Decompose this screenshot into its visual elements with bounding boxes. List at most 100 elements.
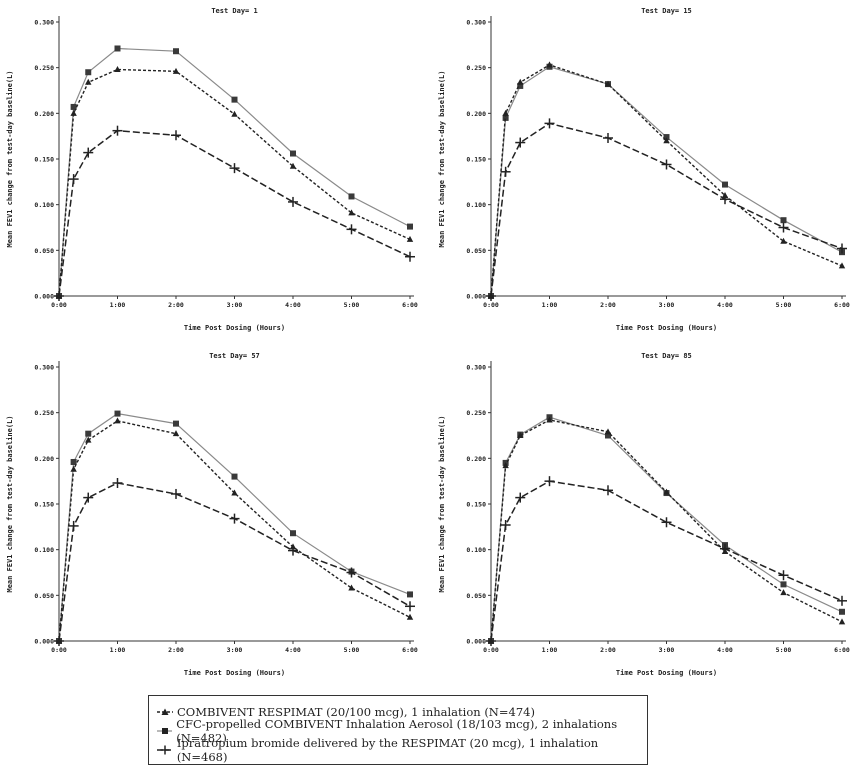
data-point: [486, 291, 496, 301]
legend-item-cfc-combivent: CFC-propelled COMBIVENT Inhalation Aeros…: [157, 717, 647, 745]
data-point: [231, 489, 238, 496]
y-tick-label: 0.100: [466, 201, 486, 209]
chart-panel-3: 0.000 0.050 0.100 0.150 0.200 0.250 0.300 0:00 1…: [6, 352, 418, 677]
series-cfc-combivent: [488, 414, 845, 644]
y-tick-label: 0.100: [466, 546, 486, 554]
data-point: [663, 137, 670, 144]
data-point: [838, 618, 846, 625]
series-cfc-combivent: [56, 410, 413, 644]
data-point: [231, 473, 238, 480]
x-tick-label: 1:00: [542, 301, 558, 309]
data-point: [83, 147, 94, 158]
y-tick-label: 0.150: [34, 501, 54, 509]
data-point: [663, 134, 670, 141]
data-point: [838, 262, 846, 269]
data-point: [114, 65, 121, 72]
series-line: [58, 68, 411, 297]
y-tick-label: 0.250: [466, 409, 486, 417]
data-point: [348, 584, 355, 591]
x-tick-label: 1:00: [542, 646, 558, 654]
legend: COMBIVENT RESPIMAT (20/100 mcg), 1 inhal…: [148, 695, 648, 765]
data-point: [778, 222, 789, 233]
data-point: [112, 477, 123, 488]
data-point: [780, 589, 787, 596]
data-point: [500, 166, 511, 177]
data-point: [173, 420, 179, 427]
x-tick-label: 4:00: [285, 646, 301, 654]
x-tick-label: 3:00: [659, 301, 675, 309]
y-tick-label: 0.250: [34, 409, 54, 417]
series-line: [490, 122, 843, 297]
series-cfc-combivent: [488, 63, 845, 299]
data-point: [83, 492, 94, 503]
data-point: [171, 130, 181, 141]
data-point: [546, 61, 553, 68]
legend-label: CFC-propelled COMBIVENT Inhalation Aeros…: [176, 717, 618, 745]
data-point: [85, 78, 92, 85]
data-point: [544, 476, 555, 487]
x-tick-label: 3:00: [227, 301, 243, 309]
data-point: [68, 174, 79, 185]
data-point: [720, 194, 730, 205]
x-tick-label: 0:00: [51, 646, 67, 654]
data-point: [839, 608, 845, 615]
x-tick-label: 1:00: [110, 301, 126, 309]
data-point: [517, 78, 524, 85]
x-tick-label: 2:00: [600, 301, 616, 309]
data-point: [68, 520, 79, 531]
data-point: [515, 137, 526, 148]
data-point: [603, 485, 613, 496]
data-point: [114, 45, 121, 52]
series-ipratropium: [54, 125, 415, 301]
y-tick-label: 0.100: [34, 546, 54, 554]
data-point: [603, 132, 613, 143]
y-axis-label: Mean FEV1 change from test-day baseline(…: [6, 70, 14, 247]
y-tick-label: 0.250: [34, 64, 54, 72]
data-point: [54, 636, 64, 646]
y-tick-label: 0.050: [34, 592, 54, 600]
series-combivent-respimat: [487, 416, 846, 644]
y-tick-label: 0.150: [466, 156, 486, 164]
data-point: [70, 458, 77, 465]
chart-panel-1: 0.000 0.050 0.100 0.150 0.200 0.250 0.300 0:00 1…: [6, 7, 418, 332]
x-tick-label: 3:00: [659, 646, 675, 654]
x-tick-label: 5:00: [776, 646, 792, 654]
series-line: [58, 420, 411, 642]
data-point: [780, 217, 787, 224]
x-tick-label: 2:00: [168, 646, 184, 654]
x-tick-label: 6:00: [402, 646, 418, 654]
x-tick-label: 4:00: [717, 301, 733, 309]
y-tick-label: 0.150: [34, 156, 54, 164]
x-tick-label: 3:00: [227, 646, 243, 654]
data-point: [837, 595, 847, 606]
y-tick-label: 0.200: [34, 455, 54, 463]
data-point: [231, 110, 238, 117]
data-point: [231, 96, 238, 103]
y-tick-label: 0.200: [466, 455, 486, 463]
data-point: [346, 224, 357, 235]
data-point: [837, 243, 847, 254]
data-point: [229, 513, 240, 524]
chart-panel-4: 0.000 0.050 0.100 0.150 0.200 0.250 0.300 0:00 1…: [438, 352, 850, 677]
series-cfc-combivent: [56, 45, 413, 299]
y-tick-label: 0.100: [34, 201, 54, 209]
data-point: [405, 251, 415, 262]
y-tick-label: 0.050: [34, 247, 54, 255]
y-tick-label: 0.200: [34, 110, 54, 118]
data-point: [290, 530, 296, 537]
data-point: [661, 517, 672, 528]
data-point: [172, 430, 180, 437]
x-tick-label: 0:00: [483, 646, 499, 654]
data-point: [85, 430, 92, 437]
chart-panel-2: 0.000 0.050 0.100 0.150 0.200 0.250 0.300 0:00 1…: [438, 7, 850, 332]
y-tick-label: 0.250: [466, 64, 486, 72]
data-point: [663, 488, 670, 495]
x-tick-label: 4:00: [717, 646, 733, 654]
data-point: [406, 613, 414, 620]
data-point: [229, 163, 240, 174]
y-tick-label: 0.000: [34, 293, 54, 301]
data-point: [778, 570, 789, 581]
y-tick-label: 0.000: [466, 638, 486, 646]
y-tick-label: 0.050: [466, 592, 486, 600]
y-tick-label: 0.000: [34, 638, 54, 646]
